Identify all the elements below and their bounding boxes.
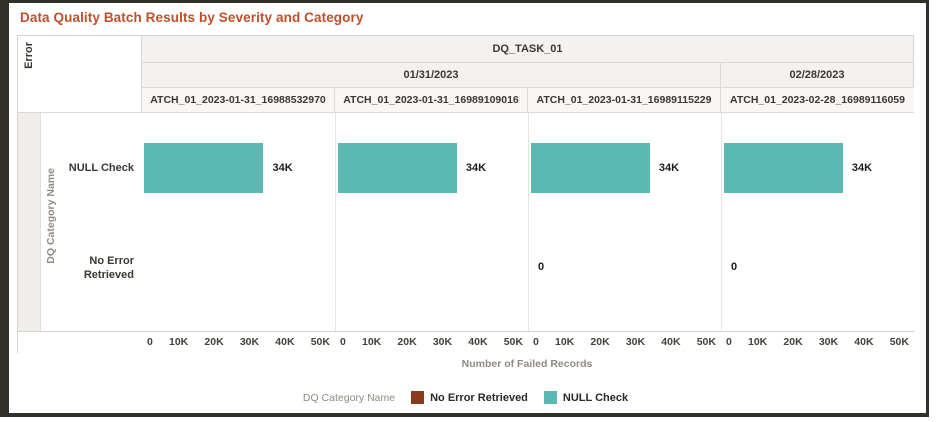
bar-row: 34K [144, 143, 335, 193]
x-axis-tick: 0 [340, 336, 346, 348]
x-axis-ticks-2: 0 10K 20K 30K 40K 50K [335, 331, 528, 353]
window-border-bottom [9, 413, 929, 417]
window-border-left [0, 0, 9, 417]
facet-panel-1: 34K [142, 113, 335, 331]
legend-label: No Error Retrieved [430, 391, 528, 404]
x-axis-tick: 0 [726, 336, 732, 348]
header-corner-cell [18, 36, 142, 113]
bar-value-label: 34K [658, 162, 680, 174]
window-border-top [9, 0, 929, 3]
x-axis-title: Number of Failed Records [461, 358, 593, 370]
batch-header-2: ATCH_01_2023-01-31_16989109016 [335, 88, 528, 113]
batch-header-1: ATCH_01_2023-01-31_16988532970 [142, 88, 335, 113]
chart-title: Data Quality Batch Results by Severity a… [20, 10, 364, 25]
legend-label: NULL Check [562, 391, 629, 404]
x-axis-tick: 40K [275, 336, 295, 348]
x-axis-tick: 20K [590, 336, 610, 348]
null-check-bar[interactable] [338, 143, 457, 193]
category-label-null-check: NULL Check [68, 162, 134, 174]
no-error-swatch-icon [411, 391, 425, 404]
x-axis-tick: 30K [432, 336, 453, 348]
x-axis-tick: 20K [204, 336, 224, 348]
x-axis-tick: 0 [533, 336, 539, 348]
x-axis-tick: 20K [783, 336, 803, 348]
x-axis-tick: 30K [239, 336, 260, 348]
facet-panel-3: 34K 0 [528, 113, 721, 331]
task-header: DQ_TASK_01 [142, 36, 913, 63]
legend-item-no-error[interactable]: No Error Retrieved [411, 391, 528, 404]
legend-item-null-check[interactable]: NULL Check [543, 391, 629, 404]
x-axis-tick: 30K [818, 336, 839, 348]
x-axis-tick: 50K [310, 336, 330, 348]
null-check-bar[interactable] [144, 143, 264, 193]
x-axis-row [18, 331, 915, 353]
null-check-swatch-icon [543, 391, 557, 404]
bar-row: 34K [338, 143, 528, 193]
bar-value-label: 34K [851, 162, 873, 174]
x-axis-tick: 20K [397, 336, 417, 348]
x-axis-tick: 50K [696, 336, 716, 348]
x-axis-tick: 10K [362, 336, 382, 348]
date-header-02-28: 02/28/2023 [721, 63, 913, 88]
bar-value-label: 34K [465, 162, 487, 174]
bar-row: 34K [724, 143, 914, 193]
x-axis-tick: 40K [468, 336, 488, 348]
bar-value-label: 34K [272, 162, 293, 174]
x-axis-tick: 40K [661, 336, 681, 348]
null-check-bar[interactable] [531, 143, 650, 193]
x-axis-tick: 50K [503, 336, 523, 348]
category-label-no-error: No Error Retrieved [83, 255, 134, 281]
x-axis-tick: 10K [555, 336, 575, 348]
x-axis-tick: 10K [169, 336, 189, 348]
facet-panel-2: 34K [335, 113, 528, 331]
x-axis-tick: 30K [625, 336, 646, 348]
date-header-01-31: 01/31/2023 [142, 63, 721, 88]
bar-row: 34K [531, 143, 721, 193]
trellis-chart: DQ_TASK_01 01/31/2023 02/28/2023 ATCH_01… [17, 35, 915, 353]
legend: DQ Category Name No Error Retrieved NULL… [17, 391, 914, 404]
category-labels: NULL Check No Error Retrieved [54, 113, 138, 331]
null-check-bar[interactable] [724, 143, 843, 193]
batch-header-3: ATCH_01_2023-01-31_16989115229 [528, 88, 721, 113]
x-axis-ticks-4: 0 10K 20K 30K 40K 50K [721, 331, 914, 353]
x-axis-ticks-1: 0 10K 20K 30K 40K 50K [142, 331, 335, 353]
batch-header-4: ATCH_01_2023-02-28_16989116059 [721, 88, 914, 113]
no-error-zero-label: 0 [538, 261, 545, 273]
severity-band [18, 113, 41, 331]
x-axis-tick: 50K [889, 336, 909, 348]
x-axis-ticks-3: 0 10K 20K 30K 40K 50K [528, 331, 721, 353]
window-border-right [926, 0, 929, 417]
severity-label: Error [23, 42, 35, 69]
x-axis-tick: 10K [748, 336, 768, 348]
legend-title: DQ Category Name [302, 391, 396, 404]
facet-panel-4: 34K 0 [721, 113, 914, 331]
x-axis-tick: 40K [854, 336, 874, 348]
no-error-zero-label: 0 [731, 261, 738, 273]
x-axis-tick: 0 [147, 336, 153, 348]
